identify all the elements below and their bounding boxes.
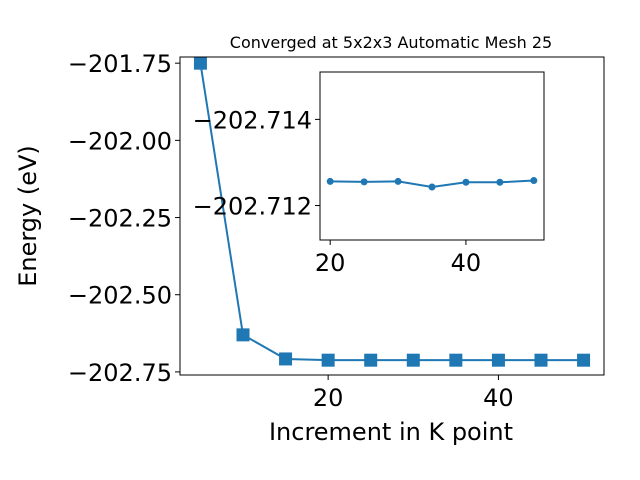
inset-data-point [326, 177, 334, 185]
data-point [491, 353, 505, 367]
inset-x-tick-label: 20 [315, 249, 346, 277]
inset-x-tick-label: 40 [451, 249, 482, 277]
inset-y-tick-label: −202.714 [193, 106, 312, 134]
main-axes: Converged at 5x2x3 Automatic Mesh 25 Inc… [14, 33, 605, 446]
inset-data-point [462, 178, 470, 186]
inset-data-point [394, 177, 402, 185]
data-point [279, 352, 293, 366]
inset-data-point [530, 177, 538, 185]
data-point [236, 328, 250, 342]
data-point [193, 56, 207, 70]
y-tick-label: −202.25 [68, 205, 172, 233]
frame [179, 56, 605, 376]
y-tick-label: −202.75 [68, 359, 172, 387]
chart-title: Converged at 5x2x3 Automatic Mesh 25 [230, 33, 552, 52]
inset-frame [319, 71, 545, 241]
inset-data-point [360, 178, 368, 186]
inset-y-tick-label: −202.712 [193, 193, 312, 221]
y-tick-label: −201.75 [68, 50, 172, 78]
inset-data-point [428, 183, 436, 191]
series-line [199, 63, 584, 362]
x-axis-label: Increment in K point [269, 418, 513, 446]
data-point [577, 353, 591, 367]
inset-background [320, 72, 544, 240]
y-axis-label: Energy (eV) [14, 145, 42, 287]
data-point [364, 353, 378, 367]
data-point [406, 353, 420, 367]
y-tick-label: −202.50 [68, 282, 172, 310]
y-tick-label: −202.00 [68, 127, 172, 155]
inset-axes: 20 40 −202.714 −202.712 [193, 71, 545, 277]
x-tick-label: 40 [483, 384, 514, 412]
data-point [321, 353, 335, 367]
data-point [534, 353, 548, 367]
inset-data-point [496, 178, 504, 186]
data-point [449, 353, 463, 367]
x-tick-label: 20 [313, 384, 344, 412]
